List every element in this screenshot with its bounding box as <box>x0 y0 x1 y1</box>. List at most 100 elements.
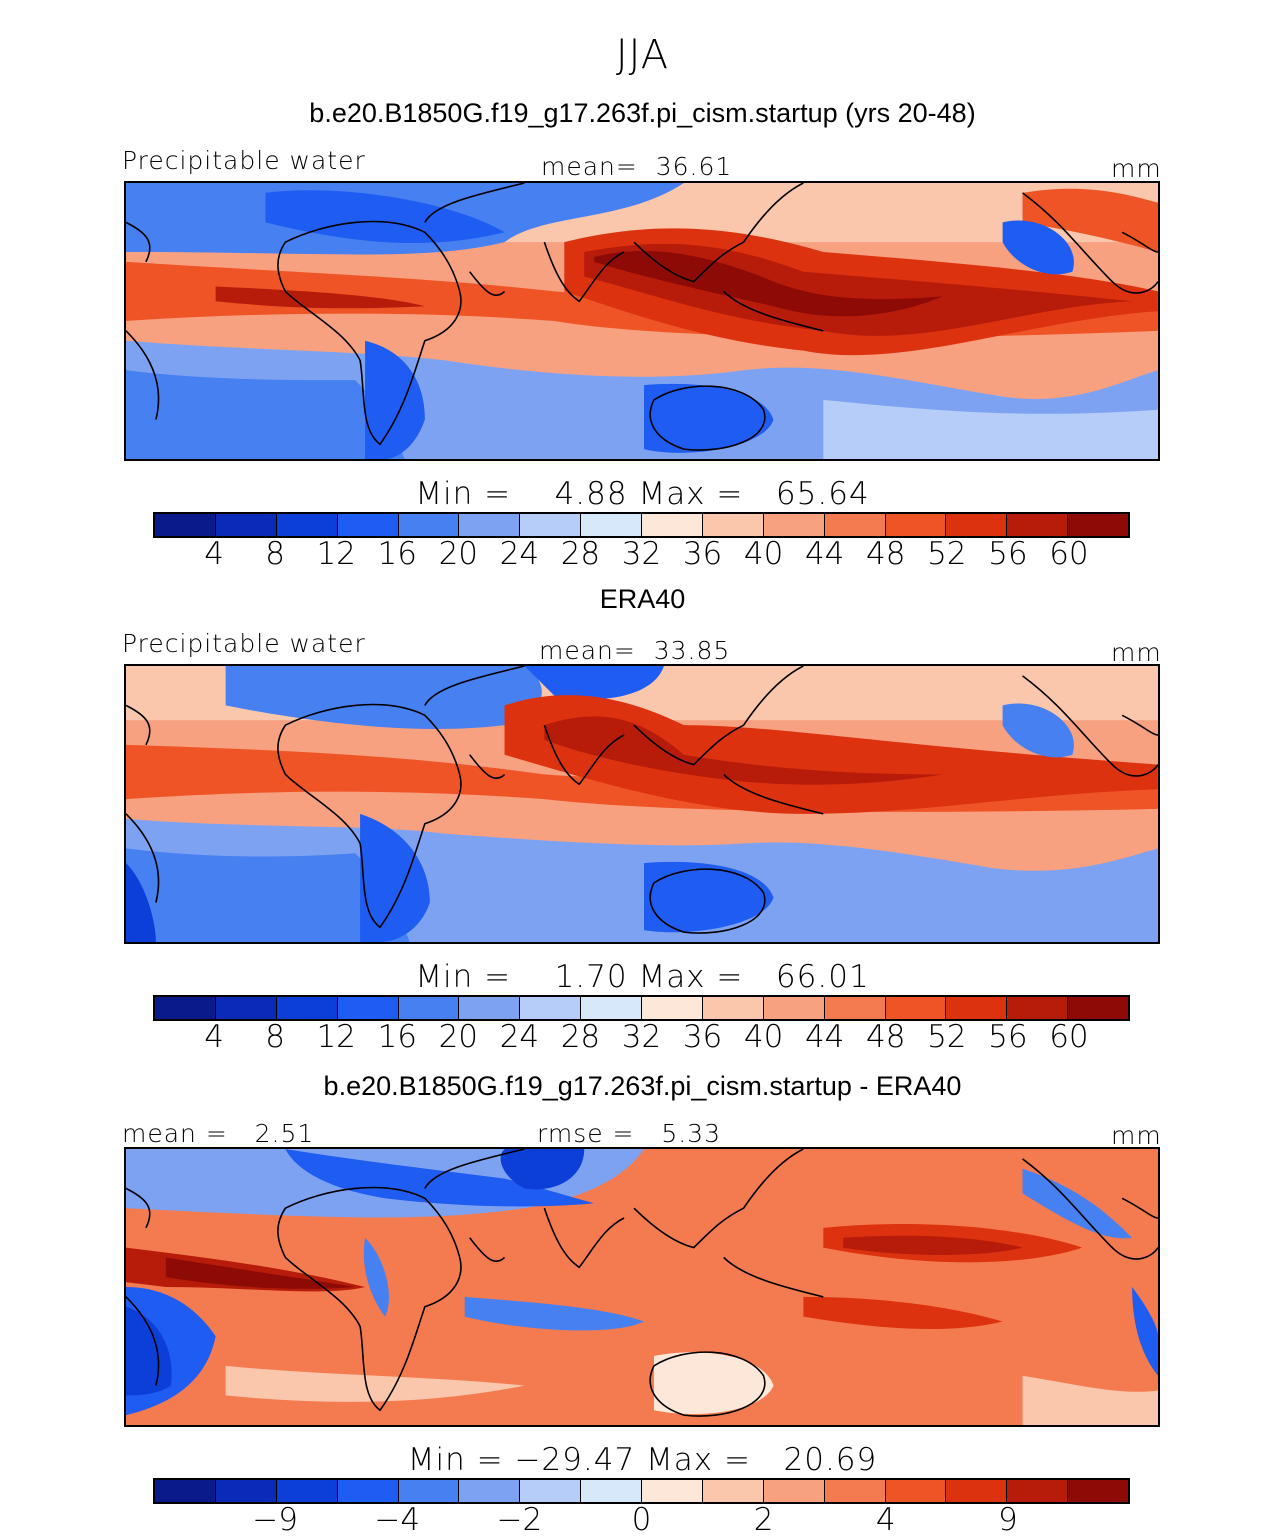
colorbar-cell <box>885 997 947 1019</box>
panel-2-colorbar <box>153 995 1130 1021</box>
colorbar-tick-label: 4 <box>875 1502 896 1538</box>
colorbar-cell <box>946 997 1008 1019</box>
panel-2-mean-label: mean= 33.85 <box>539 636 731 665</box>
colorbar-cell <box>459 997 521 1019</box>
colorbar-tick-label: 56 <box>988 536 1028 572</box>
colorbar-tick-label: 20 <box>438 536 479 572</box>
colorbar-cell <box>1068 997 1128 1019</box>
panel-3-rmse-label: rmse = 5.33 <box>537 1119 721 1148</box>
colorbar-tick-label: 32 <box>621 536 662 572</box>
colorbar-cell <box>398 1480 460 1502</box>
colorbar-cell <box>1007 997 1069 1019</box>
colorbar-cell <box>398 997 460 1019</box>
colorbar-tick-label: 2 <box>753 1502 774 1538</box>
colorbar-tick-label: 8 <box>265 1019 285 1055</box>
colorbar-tick-label: 4 <box>204 536 224 572</box>
colorbar-tick-label: 36 <box>682 536 723 572</box>
colorbar-tick-label: 40 <box>743 1019 784 1055</box>
panel-3-map <box>124 1147 1160 1427</box>
main-title: JJA <box>615 32 670 78</box>
colorbar-cell <box>337 1480 399 1502</box>
colorbar-cell <box>520 1480 582 1502</box>
colorbar-cell <box>885 514 947 536</box>
panel-2-minmax: Min = 1.70 Max = 66.01 <box>415 959 870 995</box>
colorbar-cell <box>885 1480 947 1502</box>
colorbar-cell <box>946 1480 1008 1502</box>
colorbar-cell <box>824 997 886 1019</box>
colorbar-cell <box>642 997 703 1019</box>
panel-1-colorbar-ticks: 4 8 12 16 20 24 28 32 36 40 44 48 52 56 60 <box>153 536 1130 572</box>
colorbar-cell <box>702 997 764 1019</box>
colorbar-tick-label: 16 <box>377 1019 417 1055</box>
colorbar-tick-label: −4 <box>374 1502 421 1538</box>
colorbar-cell <box>520 997 582 1019</box>
colorbar-tick-label: 60 <box>1049 536 1089 572</box>
panel-1-title: b.e20.B1850G.f19_g17.263f.pi_cism.startu… <box>309 98 976 128</box>
colorbar-cell <box>215 1480 277 1502</box>
colorbar-cell <box>581 1480 642 1502</box>
colorbar-cell <box>520 514 582 536</box>
colorbar-cell <box>1007 1480 1069 1502</box>
colorbar-cell <box>215 997 277 1019</box>
panel-3-colorbar-ticks: −9 −4 −2 0 2 4 9 <box>153 1502 1130 1538</box>
colorbar-cell <box>581 997 642 1019</box>
colorbar-cell <box>642 514 703 536</box>
colorbar-cell <box>155 1480 216 1502</box>
colorbar-tick-label: 12 <box>316 1019 356 1055</box>
colorbar-tick-label: 20 <box>438 1019 479 1055</box>
panel-1-mean-label: mean= 36.61 <box>541 152 733 181</box>
colorbar-cell <box>337 514 399 536</box>
colorbar-cell <box>946 514 1008 536</box>
panel-1-variable-label: Precipitable water <box>122 146 366 175</box>
panel-1-minmax: Min = 4.88 Max = 65.64 <box>415 476 870 512</box>
colorbar-tick-label: 44 <box>804 1019 845 1055</box>
panel-3-contour-field <box>126 1149 1158 1425</box>
colorbar-cell <box>824 1480 886 1502</box>
panel-1-map <box>124 181 1160 461</box>
colorbar-tick-label: 28 <box>560 536 601 572</box>
colorbar-cell <box>459 514 521 536</box>
colorbar-tick-label: −9 <box>252 1502 298 1538</box>
colorbar-tick-label: 28 <box>560 1019 601 1055</box>
panel-3-mean-label: mean = 2.51 <box>122 1119 315 1148</box>
colorbar-cell <box>763 997 825 1019</box>
colorbar-cell <box>337 997 399 1019</box>
colorbar-cell <box>642 1480 703 1502</box>
colorbar-cell <box>276 1480 338 1502</box>
colorbar-cell <box>824 514 886 536</box>
panel-1-units-label: mm <box>1111 154 1162 183</box>
panel-2-map <box>124 664 1160 944</box>
colorbar-cell <box>1068 514 1128 536</box>
panel-3-units-label: mm <box>1111 1121 1162 1150</box>
colorbar-cell <box>398 514 460 536</box>
colorbar-tick-label: 0 <box>631 1502 652 1538</box>
panel-3-minmax: Min = −29.47 Max = 20.69 <box>407 1442 878 1478</box>
colorbar-tick-label: 12 <box>316 536 356 572</box>
panel-2-contour-field <box>126 666 1158 942</box>
colorbar-tick-label: 9 <box>998 1502 1018 1538</box>
colorbar-tick-label: 60 <box>1049 1019 1089 1055</box>
colorbar-tick-label: 36 <box>682 1019 723 1055</box>
colorbar-tick-label: −2 <box>496 1502 543 1538</box>
colorbar-cell <box>763 514 825 536</box>
colorbar-tick-label: 24 <box>499 1019 540 1055</box>
colorbar-cell <box>155 514 216 536</box>
panel-2-variable-label: Precipitable water <box>122 629 366 658</box>
colorbar-tick-label: 44 <box>804 536 845 572</box>
panel-3-colorbar <box>153 1478 1130 1504</box>
colorbar-tick-label: 8 <box>265 536 285 572</box>
colorbar-cell <box>581 514 642 536</box>
panel-2-colorbar-ticks: 4 8 12 16 20 24 28 32 36 40 44 48 52 56 60 <box>153 1019 1130 1055</box>
panel-2-units-label: mm <box>1111 638 1162 667</box>
colorbar-cell <box>276 997 338 1019</box>
panel-3-title: b.e20.B1850G.f19_g17.263f.pi_cism.startu… <box>323 1071 962 1101</box>
colorbar-tick-label: 52 <box>927 1019 967 1055</box>
colorbar-cell <box>1068 1480 1128 1502</box>
panel-1-colorbar <box>153 512 1130 538</box>
colorbar-cell <box>459 1480 521 1502</box>
colorbar-tick-label: 24 <box>499 536 540 572</box>
colorbar-cell <box>1007 514 1069 536</box>
colorbar-tick-label: 56 <box>988 1019 1028 1055</box>
colorbar-tick-label: 32 <box>621 1019 662 1055</box>
colorbar-cell <box>702 1480 764 1502</box>
